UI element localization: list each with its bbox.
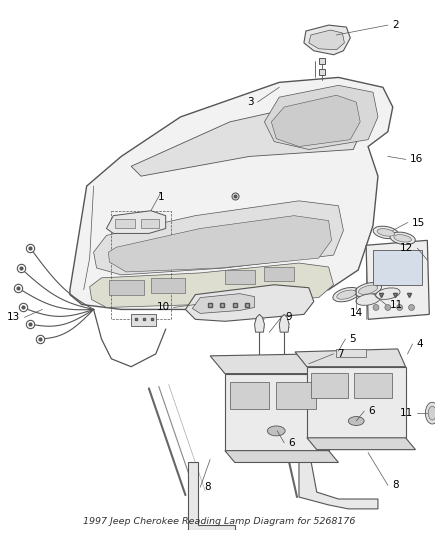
Text: 8: 8 (204, 482, 211, 492)
Bar (110, 280, 144, 295)
Ellipse shape (348, 417, 364, 425)
Ellipse shape (373, 226, 399, 239)
Ellipse shape (355, 282, 381, 297)
Circle shape (373, 304, 379, 310)
Bar (276, 382, 316, 409)
Ellipse shape (376, 288, 400, 300)
Text: 2: 2 (392, 20, 399, 30)
Polygon shape (366, 240, 429, 319)
Polygon shape (109, 216, 332, 272)
Bar (373, 250, 422, 285)
Text: 9: 9 (285, 312, 292, 322)
Circle shape (385, 304, 391, 310)
Polygon shape (94, 201, 343, 275)
Bar (311, 373, 348, 398)
Text: 6: 6 (368, 406, 375, 416)
Ellipse shape (394, 235, 411, 242)
Ellipse shape (356, 294, 380, 305)
Bar (265, 267, 294, 281)
Polygon shape (70, 77, 393, 310)
Circle shape (409, 304, 414, 310)
Text: 14: 14 (350, 309, 363, 318)
Ellipse shape (267, 426, 285, 436)
Polygon shape (225, 374, 328, 450)
Bar (111, 211, 171, 319)
Ellipse shape (390, 232, 415, 245)
Text: 4: 4 (417, 339, 423, 349)
Text: 12: 12 (400, 243, 413, 253)
Polygon shape (309, 30, 344, 50)
Bar (131, 314, 156, 326)
Polygon shape (307, 438, 416, 450)
Text: 10: 10 (156, 302, 170, 312)
Text: 8: 8 (392, 480, 399, 490)
Ellipse shape (337, 290, 356, 299)
Text: 1997 Jeep Cherokee Reading Lamp Diagram for 5268176: 1997 Jeep Cherokee Reading Lamp Diagram … (83, 517, 355, 526)
Polygon shape (90, 263, 333, 308)
Text: 16: 16 (410, 155, 423, 164)
Polygon shape (225, 450, 339, 463)
Polygon shape (210, 354, 328, 374)
Polygon shape (295, 349, 406, 367)
Ellipse shape (425, 402, 438, 424)
Text: 3: 3 (247, 97, 254, 107)
Polygon shape (192, 294, 254, 313)
Bar (151, 278, 185, 293)
Bar (354, 373, 392, 398)
Polygon shape (185, 285, 314, 321)
Text: 11: 11 (400, 408, 413, 418)
Text: 1: 1 (157, 192, 164, 202)
Polygon shape (279, 314, 289, 332)
Polygon shape (254, 314, 265, 332)
Ellipse shape (377, 229, 395, 236)
Polygon shape (271, 95, 360, 147)
Polygon shape (304, 25, 350, 55)
Ellipse shape (428, 406, 436, 420)
Polygon shape (265, 85, 378, 149)
Bar (141, 219, 159, 229)
Text: 6: 6 (288, 438, 295, 448)
Ellipse shape (333, 287, 360, 302)
Bar (115, 219, 135, 229)
Polygon shape (131, 102, 363, 176)
Bar (230, 382, 269, 409)
Polygon shape (299, 450, 378, 509)
Ellipse shape (358, 285, 378, 294)
Text: 11: 11 (390, 300, 403, 310)
Text: 7: 7 (337, 349, 344, 359)
Bar (336, 349, 366, 357)
Text: 15: 15 (412, 217, 425, 228)
Bar (225, 270, 254, 284)
Text: 5: 5 (350, 334, 356, 344)
Text: 13: 13 (7, 312, 21, 322)
Polygon shape (188, 463, 235, 533)
Polygon shape (307, 367, 406, 438)
Polygon shape (106, 211, 166, 233)
Circle shape (397, 304, 403, 310)
